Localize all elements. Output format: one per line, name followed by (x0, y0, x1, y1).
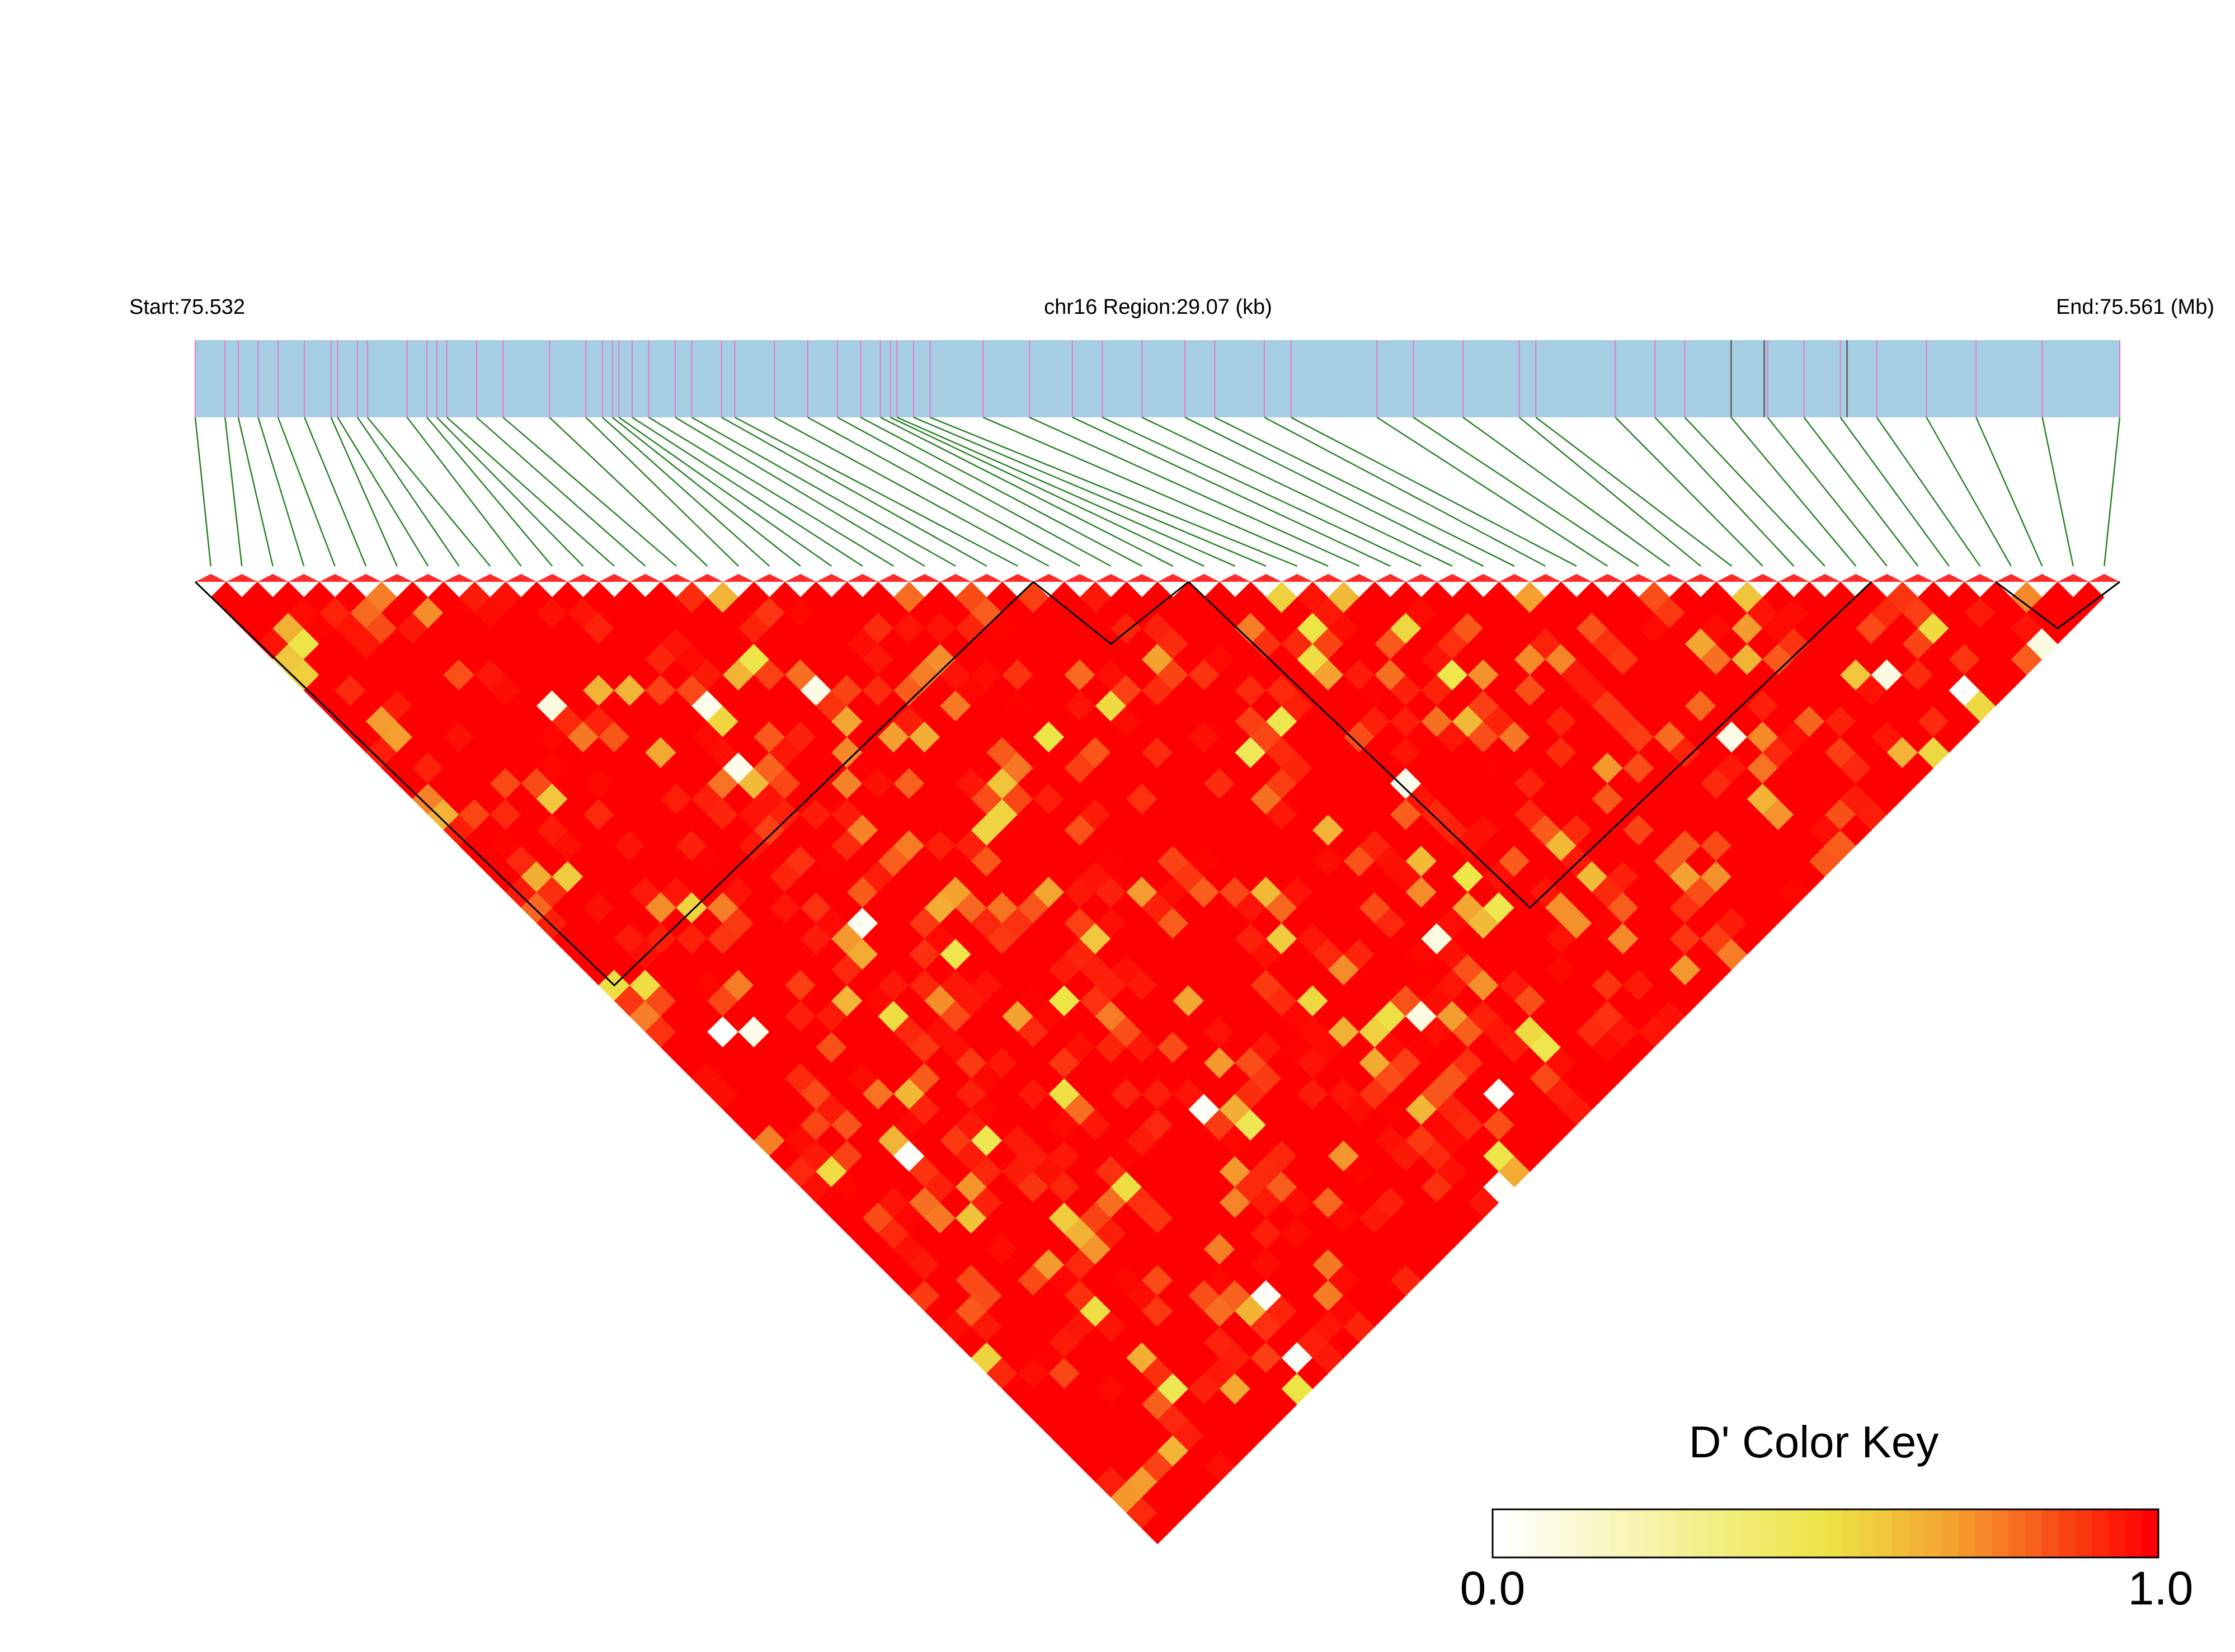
color-key-segment (1776, 1509, 1792, 1557)
color-key-segment (1626, 1509, 1643, 1557)
color-key-segment (1726, 1509, 1743, 1557)
region-end-label: End:75.561 (Mb) (2056, 295, 2214, 319)
color-key-segment (1509, 1509, 1526, 1557)
color-key-segment (1975, 1509, 1992, 1557)
color-key-segment (1526, 1509, 1543, 1557)
color-key-segment (1493, 1509, 1509, 1557)
color-key-min-label: 0.0 (1460, 1562, 1526, 1615)
color-key-segment (1542, 1509, 1559, 1557)
color-key-segment (2125, 1509, 2142, 1557)
color-key-segment (2142, 1509, 2158, 1557)
color-key-segment (1842, 1509, 1859, 1557)
region-title: chr16 Region:29.07 (kb) (1044, 295, 1272, 319)
color-key-segment (2042, 1509, 2059, 1557)
color-key-segment (2025, 1509, 2042, 1557)
color-key-segment (1643, 1509, 1659, 1557)
color-key-segment (2008, 1509, 2025, 1557)
color-key-segment (1825, 1509, 1842, 1557)
color-key-segment (2092, 1509, 2109, 1557)
color-key-segment (1742, 1509, 1759, 1557)
color-key-segment (1859, 1509, 1876, 1557)
color-key-segment (1942, 1509, 1959, 1557)
color-key-segment (1692, 1509, 1709, 1557)
color-key-max-label: 1.0 (2128, 1562, 2194, 1615)
color-key-segment (1992, 1509, 2009, 1557)
region-start-label: Start:75.532 (129, 295, 245, 319)
color-key-segment (1576, 1509, 1593, 1557)
gene-region-bar (195, 340, 2120, 417)
color-key-segment (1875, 1509, 1892, 1557)
color-key-segment (1892, 1509, 1909, 1557)
color-key-segment (1926, 1509, 1942, 1557)
color-key-segment (1659, 1509, 1676, 1557)
color-key-segment (2059, 1509, 2076, 1557)
color-key-bar (1493, 1509, 2159, 1557)
color-key-segment (1809, 1509, 1825, 1557)
color-key-segment (1759, 1509, 1776, 1557)
color-key-segment (1593, 1509, 1610, 1557)
color-key-segment (1559, 1509, 1576, 1557)
color-key-segment (1676, 1509, 1692, 1557)
color-key-segment (1909, 1509, 1926, 1557)
color-key-title: D' Color Key (1689, 1417, 1939, 1467)
color-key-segment (1709, 1509, 1726, 1557)
color-key-segment (1792, 1509, 1809, 1557)
color-key-segment (2109, 1509, 2125, 1557)
color-key-segment (1959, 1509, 1975, 1557)
color-key-segment (1609, 1509, 1626, 1557)
color-key-segment (2075, 1509, 2092, 1557)
